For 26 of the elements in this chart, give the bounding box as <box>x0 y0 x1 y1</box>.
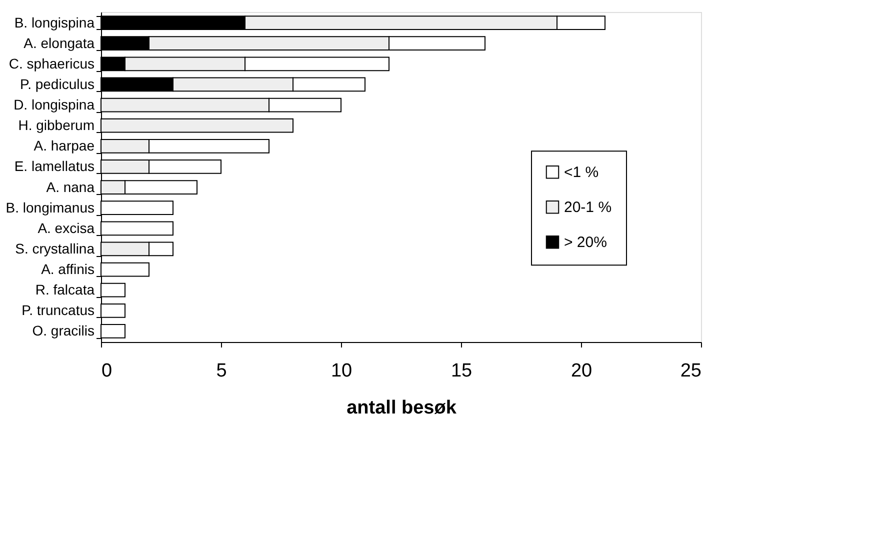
y-tick-label: O. gracilis <box>32 322 94 339</box>
x-tick-label: 0 <box>102 360 112 382</box>
x-tick-label: 15 <box>450 360 472 382</box>
y-tick-label: C. sphaericus <box>8 55 94 72</box>
x-tick-label: 10 <box>330 360 352 382</box>
y-tick-label: B. longimanus <box>6 199 94 216</box>
y-tick-label: P. truncatus <box>22 302 94 318</box>
y-tick-label: S. crystallina <box>15 240 95 256</box>
legend-label: 20-1 % <box>564 199 612 216</box>
y-tick-label: H. gibberum <box>18 117 94 134</box>
y-tick-label: E. lamellatus <box>14 158 94 174</box>
x-tick-label: 20 <box>570 360 592 382</box>
y-tick-label: A. elongata <box>24 34 95 51</box>
y-tick-label: A. nana <box>46 178 95 195</box>
legend-label: <1 % <box>564 164 599 182</box>
y-tick-label: D. longispina <box>14 96 95 113</box>
x-axis-title: antall besøk <box>346 398 457 418</box>
y-tick-label: A. affinis <box>41 261 94 278</box>
x-tick-label: 5 <box>216 360 227 382</box>
y-tick-label: A. excisa <box>38 220 95 236</box>
y-tick-label: P. pediculus <box>20 76 94 92</box>
y-tick-label: B. longispina <box>14 14 95 30</box>
y-tick-label: R. falcata <box>35 282 95 298</box>
legend-label: > 20% <box>564 234 607 252</box>
x-tick-label: 25 <box>680 360 702 382</box>
y-tick-label: A. harpae <box>34 138 95 154</box>
